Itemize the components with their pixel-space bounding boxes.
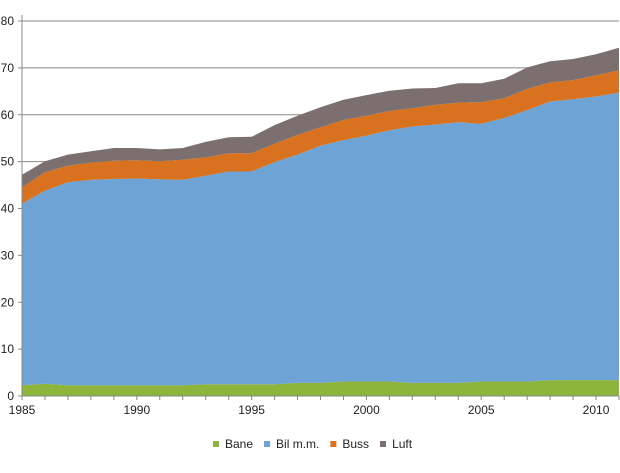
area-bane bbox=[22, 380, 619, 396]
legend-swatch bbox=[330, 441, 337, 447]
legend-item: Luft bbox=[380, 437, 413, 451]
legend-item: Buss bbox=[330, 437, 369, 451]
y-tick-label: 80 bbox=[1, 14, 15, 28]
x-tick-label: 2000 bbox=[353, 403, 380, 417]
y-tick-label: 50 bbox=[1, 155, 15, 169]
legend-label: Bane bbox=[225, 437, 253, 451]
y-tick-label: 70 bbox=[1, 61, 15, 75]
y-tick-label: 10 bbox=[1, 342, 15, 356]
legend-label: Luft bbox=[392, 437, 413, 451]
legend-swatch bbox=[380, 441, 387, 447]
legend-label: Buss bbox=[342, 437, 369, 451]
x-tick-label: 1995 bbox=[238, 403, 265, 417]
y-tick-label: 20 bbox=[1, 295, 15, 309]
area-series bbox=[22, 47, 619, 396]
legend-swatch bbox=[264, 441, 271, 447]
legend: Bane Bil m.m. Buss Luft bbox=[213, 437, 413, 451]
y-tick-label: 60 bbox=[1, 108, 15, 122]
x-tick-label: 1985 bbox=[9, 403, 36, 417]
legend-item: Bane bbox=[213, 437, 253, 451]
area-buss bbox=[22, 70, 619, 204]
legend-item: Bil m.m. bbox=[264, 437, 319, 451]
y-tick-label: 40 bbox=[1, 202, 15, 216]
area-bil-m-m bbox=[22, 92, 619, 386]
x-tick-label: 2005 bbox=[468, 403, 495, 417]
axes: 0 10 20 30 40 50 60 70 80 1985 1990 1995 2000 2005 201… bbox=[1, 14, 620, 417]
y-tick-label: 30 bbox=[1, 248, 15, 262]
y-tick-label: 0 bbox=[7, 389, 14, 403]
x-tick-label: 1990 bbox=[123, 403, 150, 417]
area-luft bbox=[22, 47, 619, 188]
legend-label: Bil m.m. bbox=[276, 437, 319, 451]
x-tick-label: 2010 bbox=[583, 403, 610, 417]
legend-swatch bbox=[213, 441, 219, 447]
